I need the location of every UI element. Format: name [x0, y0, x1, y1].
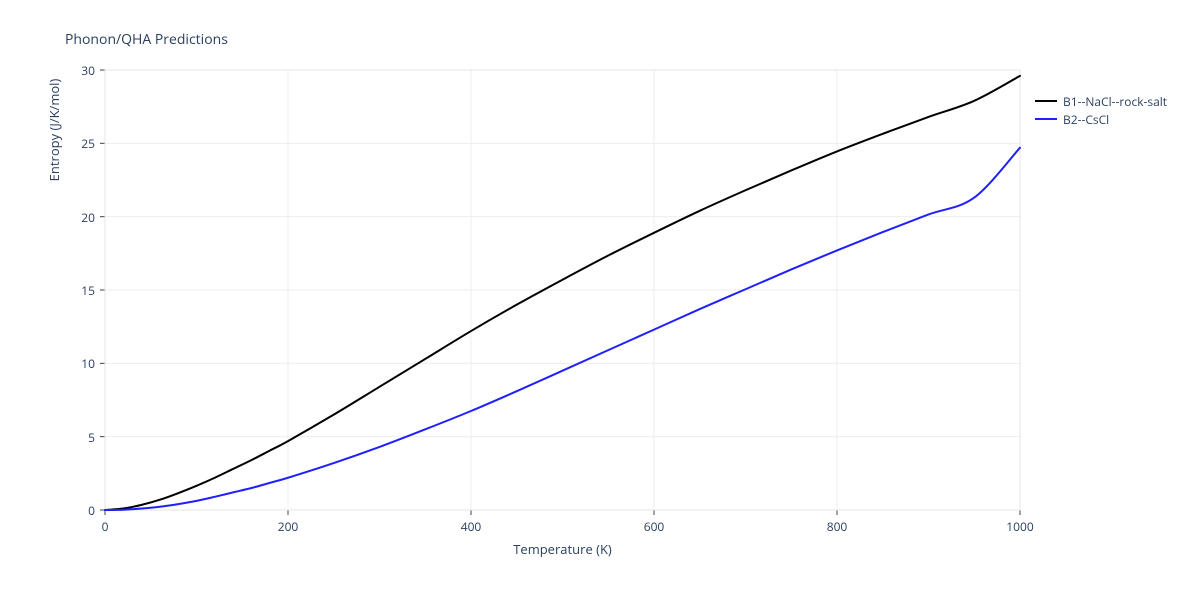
- legend-item-1[interactable]: B2--CsCl: [1035, 110, 1167, 128]
- y-tick-label: 15: [55, 282, 95, 299]
- x-tick-label: 1000: [1000, 518, 1040, 535]
- x-tick-label: 400: [451, 518, 491, 535]
- legend-label: B1--NaCl--rock-salt: [1063, 93, 1167, 110]
- legend: B1--NaCl--rock-saltB2--CsCl: [1035, 92, 1167, 128]
- x-tick-label: 600: [634, 518, 674, 535]
- legend-swatch: [1035, 118, 1057, 120]
- legend-label: B2--CsCl: [1063, 111, 1109, 128]
- entropy-chart: Phonon/QHA Predictions Temperature (K) E…: [0, 0, 1200, 600]
- legend-item-0[interactable]: B1--NaCl--rock-salt: [1035, 92, 1167, 110]
- y-tick-label: 25: [55, 135, 95, 152]
- x-tick-label: 800: [817, 518, 857, 535]
- y-tick-label: 20: [55, 209, 95, 226]
- x-tick-label: 200: [268, 518, 308, 535]
- x-tick-label: 0: [85, 518, 125, 535]
- legend-swatch: [1035, 100, 1057, 102]
- plot-area: [0, 0, 1200, 600]
- y-tick-label: 30: [55, 62, 95, 79]
- y-tick-label: 0: [55, 502, 95, 519]
- y-tick-label: 10: [55, 355, 95, 372]
- x-axis-label: Temperature (K): [105, 540, 1020, 558]
- y-tick-label: 5: [55, 429, 95, 446]
